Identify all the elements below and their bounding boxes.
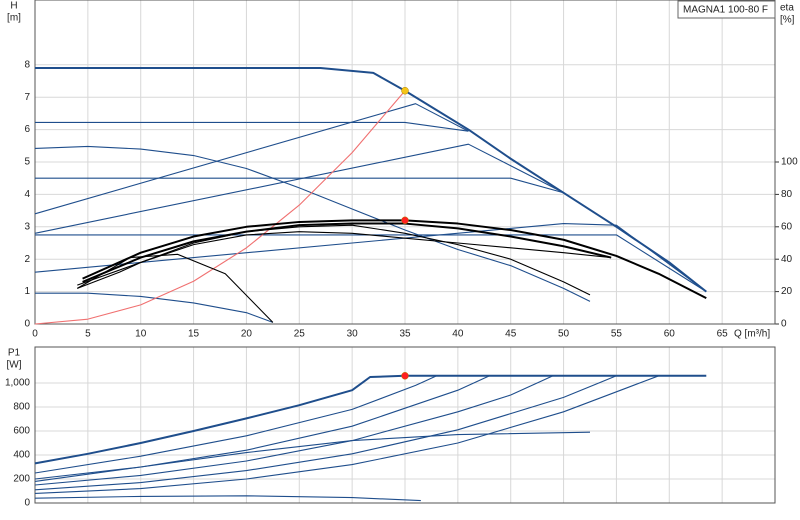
y-tick-label: 200 bbox=[13, 474, 30, 485]
y-tick-label: 3 bbox=[24, 221, 30, 232]
y-tick-label: 800 bbox=[13, 402, 30, 413]
curve bbox=[34, 431, 591, 482]
x-tick-label: 10 bbox=[135, 329, 147, 340]
curve bbox=[77, 253, 274, 323]
curve bbox=[34, 375, 490, 480]
y-axis-label: H bbox=[10, 1, 17, 12]
y-axis-label: P1 bbox=[8, 348, 21, 359]
y-tick-label: 7 bbox=[24, 92, 30, 103]
curve bbox=[34, 375, 554, 486]
plot-frame bbox=[34, 346, 776, 504]
x-tick-label: 0 bbox=[32, 329, 38, 340]
curve bbox=[35, 177, 564, 194]
curve bbox=[34, 103, 469, 215]
operating-point bbox=[401, 86, 409, 95]
curve bbox=[34, 374, 707, 465]
x-tick-label: 5 bbox=[85, 329, 91, 340]
y-axis-unit: [m] bbox=[7, 13, 21, 24]
y2-tick-label: 60 bbox=[781, 221, 793, 232]
plot-frame bbox=[34, 0, 776, 325]
curve bbox=[34, 223, 707, 293]
y-tick-label: 5 bbox=[24, 157, 30, 168]
curve bbox=[34, 143, 564, 234]
x-tick-label: 15 bbox=[188, 329, 200, 340]
curve bbox=[35, 292, 274, 323]
y-tick-label: 0 bbox=[24, 498, 30, 509]
curve bbox=[35, 67, 707, 293]
operating-point bbox=[401, 372, 409, 380]
x-tick-label: 55 bbox=[611, 329, 623, 340]
curve bbox=[82, 222, 612, 283]
curve bbox=[34, 375, 617, 491]
y-tick-label: 1,000 bbox=[5, 378, 30, 389]
x-axis-label: Q [m³/h] bbox=[734, 329, 770, 340]
x-tick-label: 20 bbox=[241, 329, 253, 340]
title: MAGNA1 100-80 F bbox=[683, 5, 768, 16]
operating-point bbox=[401, 216, 409, 225]
x-tick-label: 45 bbox=[505, 329, 517, 340]
curve bbox=[34, 375, 437, 474]
y2-tick-label: 20 bbox=[781, 286, 793, 297]
y-tick-label: 600 bbox=[13, 426, 30, 437]
x-tick-label: 65 bbox=[717, 329, 729, 340]
x-tick-label: 60 bbox=[664, 329, 676, 340]
y-tick-label: 1 bbox=[24, 286, 30, 297]
y2-tick-label: 0 bbox=[781, 319, 787, 330]
y-tick-label: 0 bbox=[24, 319, 30, 330]
y2-tick-label: 100 bbox=[781, 157, 798, 168]
y2-axis-unit: [%] bbox=[780, 15, 795, 26]
x-tick-label: 25 bbox=[294, 329, 306, 340]
y2-tick-label: 80 bbox=[781, 189, 793, 200]
curve bbox=[77, 224, 591, 296]
x-tick-label: 30 bbox=[347, 329, 359, 340]
x-tick-label: 40 bbox=[452, 329, 464, 340]
curve bbox=[34, 375, 659, 494]
curve bbox=[34, 90, 406, 325]
y-tick-label: 8 bbox=[24, 59, 30, 70]
y2-tick-label: 40 bbox=[781, 254, 793, 265]
y-tick-label: 400 bbox=[13, 450, 30, 461]
x-tick-label: 50 bbox=[558, 329, 570, 340]
title-box bbox=[677, 0, 776, 19]
curve bbox=[35, 121, 469, 132]
y-tick-label: 4 bbox=[24, 189, 30, 200]
y-tick-label: 6 bbox=[24, 124, 30, 135]
y-axis-unit: [W] bbox=[7, 360, 22, 371]
y-tick-label: 2 bbox=[24, 254, 30, 265]
x-tick-label: 35 bbox=[399, 329, 411, 340]
curve bbox=[34, 145, 591, 302]
curve bbox=[77, 231, 612, 289]
y2-axis-label: eta bbox=[780, 3, 794, 14]
curve bbox=[34, 495, 421, 502]
